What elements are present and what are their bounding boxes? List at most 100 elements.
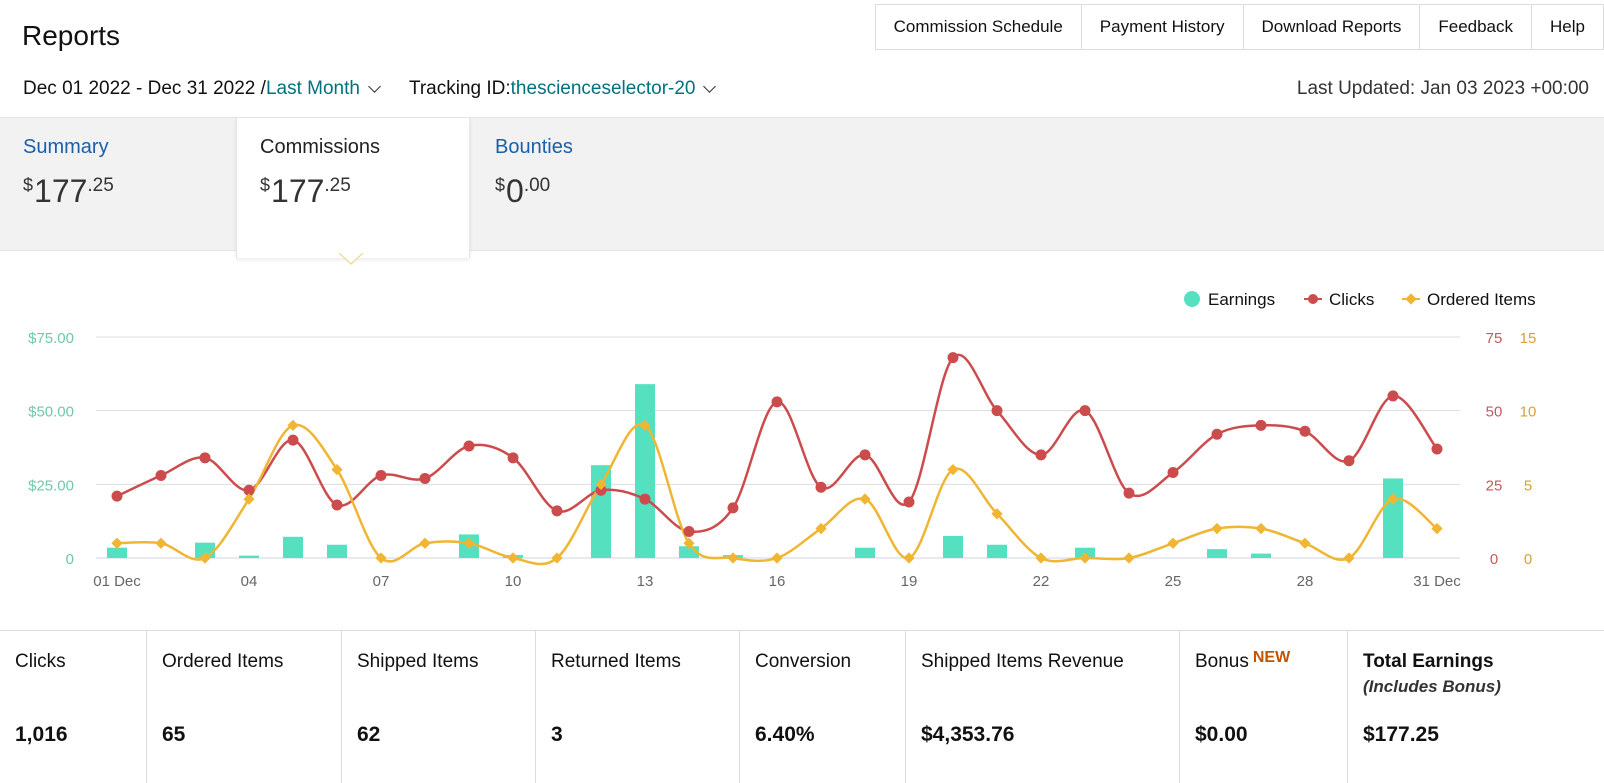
ordered-items-point	[155, 537, 167, 549]
stat-value: 1,016	[15, 723, 68, 746]
y-left-tick-label: 0	[66, 551, 74, 568]
x-tick-label: 10	[505, 573, 522, 590]
tracking-id-dropdown[interactable]: thescienceselector-20	[510, 78, 696, 99]
amount-cents: .00	[523, 175, 551, 196]
new-badge: NEW	[1252, 649, 1291, 666]
y-right-clicks-tick-label: 25	[1486, 477, 1503, 494]
clicks-point	[903, 496, 915, 508]
tab-bounties[interactable]: Bounties $ 0 .00	[472, 118, 708, 252]
help-button[interactable]: Help	[1532, 5, 1604, 49]
earnings-bar	[1251, 553, 1271, 558]
earnings-bar	[283, 536, 303, 558]
stat-label: Conversion	[755, 651, 852, 672]
chart-lines	[111, 352, 1443, 566]
tab-summary-label: Summary	[23, 136, 109, 158]
stat-value: 6.40%	[755, 723, 815, 746]
x-tick-label: 28	[1297, 573, 1314, 590]
download-reports-button[interactable]: Download Reports	[1244, 5, 1421, 49]
y-left-tick-label: $50.00	[28, 404, 74, 421]
last-updated-text: Last Updated: Jan 03 2023 +00:00	[1296, 78, 1589, 99]
stat-label: Bonus NEW	[1195, 649, 1347, 673]
stat-bonus: Bonus NEW $0.00	[1180, 631, 1348, 783]
ordered-items-point	[111, 537, 123, 549]
clicks-point	[419, 472, 431, 484]
legend-label: Clicks	[1329, 290, 1374, 309]
legend-label: Ordered Items	[1427, 290, 1536, 309]
ordered-items-point	[463, 537, 475, 549]
tab-commissions[interactable]: Commissions $ 177 .25	[236, 118, 470, 258]
stat-sublabel: (Includes Bonus)	[1363, 677, 1501, 696]
clicks-point	[199, 452, 211, 464]
x-tick-label: 04	[241, 573, 258, 590]
ordered-items-point	[727, 552, 739, 564]
earnings-bar	[239, 555, 259, 558]
ordered-items-point	[1123, 552, 1135, 564]
amount-cents: .25	[324, 175, 351, 196]
ordered-items-point	[1299, 537, 1311, 549]
clicks-point	[375, 469, 387, 481]
stat-value: 65	[162, 723, 186, 746]
ordered-items-point	[551, 552, 563, 564]
ordered-items-point	[1343, 552, 1355, 564]
date-range-text: Dec 01 2022 - Dec 31 2022 /	[23, 78, 266, 99]
x-tick-label: 16	[769, 573, 786, 590]
tab-bounties-label: Bounties	[495, 136, 573, 158]
clicks-point	[507, 452, 519, 464]
clicks-point	[771, 396, 783, 408]
bounties-amount: $ 0 .00	[495, 173, 708, 210]
ordered-items-point	[243, 493, 255, 505]
commissions-chart: Earnings Clicks Ordered Items 0 $25.00 $50.0…	[28, 290, 1536, 590]
report-tabs: Summary $ 177 .25 Commissions $ 177 .25 …	[0, 117, 1604, 258]
ordered-items-point	[947, 463, 959, 476]
commissions-amount: $ 177 .25	[260, 173, 469, 210]
clicks-point	[1387, 390, 1399, 402]
clicks-point	[1123, 487, 1135, 499]
legend-earnings-icon	[1184, 291, 1200, 307]
x-tick-label: 01 Dec	[93, 573, 141, 590]
ordered-items-point	[287, 419, 299, 432]
clicks-point	[463, 440, 475, 452]
earnings-bar	[327, 544, 347, 558]
y-left-tick-label: $25.00	[28, 477, 74, 494]
ordered-items-point	[771, 552, 783, 564]
stat-clicks: Clicks 1,016	[0, 631, 147, 783]
chevron-down-icon[interactable]	[703, 79, 717, 93]
legend-label: Earnings	[1208, 290, 1275, 309]
ordered-items-point	[507, 552, 519, 564]
stat-shipped-items: Shipped Items 62	[342, 631, 536, 783]
stat-returned-items: Returned Items 3	[536, 631, 740, 783]
y-left-tick-label: $75.00	[28, 330, 74, 347]
stats-bar: Clicks 1,016 Ordered Items 65 Shipped It…	[0, 630, 1604, 783]
legend-ordered-items-icon	[1405, 293, 1417, 305]
stat-label: Shipped Items	[357, 651, 479, 672]
clicks-point	[1431, 443, 1443, 455]
chart-axes: 0 $25.00 $50.00 $75.00 0 25 50 75 0 5 10 15 01 Dec 04…	[28, 330, 1536, 590]
clicks-point	[859, 449, 871, 461]
ordered-items-point	[1387, 493, 1399, 505]
earnings-bar	[855, 547, 875, 558]
clicks-point	[155, 469, 167, 481]
y-right-ordered-tick-label: 0	[1524, 551, 1532, 568]
chevron-down-icon[interactable]	[368, 79, 381, 93]
clicks-point	[1211, 428, 1223, 440]
clicks-point	[287, 434, 299, 446]
page-title: Reports	[22, 20, 121, 51]
tracking-id-label: Tracking ID:	[408, 78, 511, 99]
feedback-button[interactable]: Feedback	[1420, 5, 1533, 49]
commission-schedule-button[interactable]: Commission Schedule	[876, 5, 1082, 49]
ordered-items-point	[1167, 537, 1179, 549]
ordered-items-point	[1211, 522, 1223, 535]
tab-summary[interactable]: Summary $ 177 .25	[0, 118, 236, 252]
y-right-clicks-tick-label: 75	[1486, 330, 1503, 347]
ordered-items-point	[419, 537, 431, 549]
payment-history-button[interactable]: Payment History	[1082, 5, 1244, 49]
ordered-items-point	[1079, 552, 1091, 564]
stat-ordered-items: Ordered Items 65	[147, 631, 342, 783]
period-dropdown[interactable]: Last Month	[265, 78, 360, 99]
stat-value: $0.00	[1195, 723, 1248, 746]
stat-label: Total Earnings	[1363, 651, 1494, 672]
stat-value: 3	[551, 723, 563, 746]
x-tick-label: 13	[637, 573, 654, 590]
stat-value: $177.25	[1363, 723, 1439, 746]
stat-value: $4,353.76	[921, 723, 1015, 746]
